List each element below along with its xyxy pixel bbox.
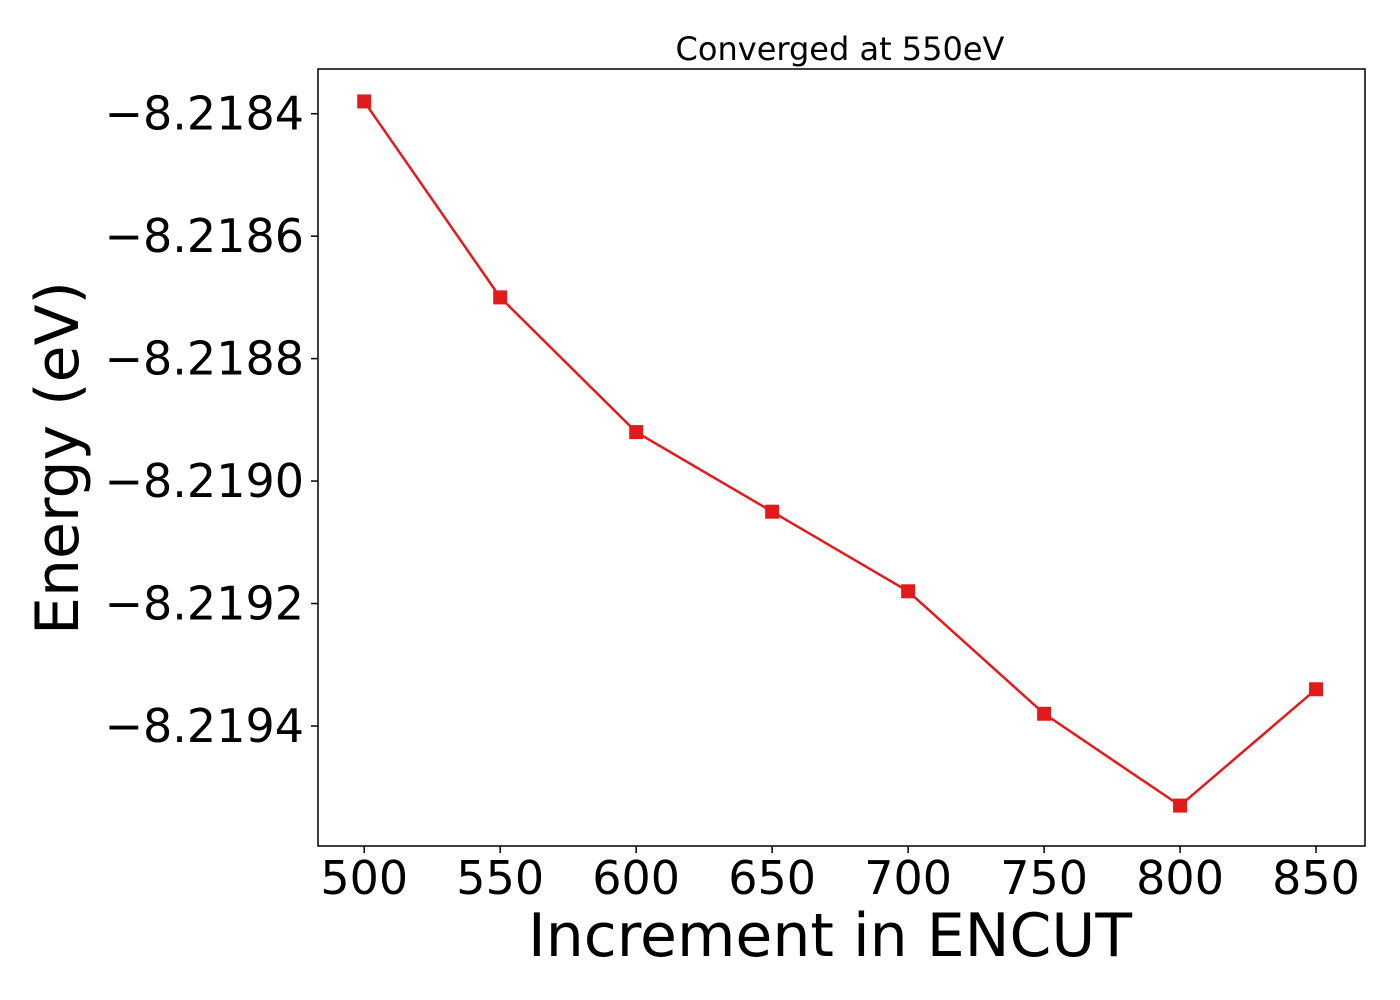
plot-area-frame (317, 68, 1366, 847)
chart-title: Converged at 550eV (676, 30, 1005, 68)
y-tick-label: −8.2192 (105, 577, 305, 631)
y-tick-label: −8.2186 (105, 209, 305, 263)
y-tick-label: −8.2190 (105, 454, 305, 508)
x-tick-label: 800 (1136, 851, 1224, 905)
data-point-marker (493, 290, 508, 305)
data-point-marker (1173, 798, 1188, 813)
data-point-marker (629, 425, 644, 440)
x-tick-label: 500 (320, 851, 408, 905)
x-axis-title: Increment in ENCUT (528, 901, 1132, 971)
data-point-marker (1037, 706, 1052, 721)
series-energy (357, 94, 1324, 813)
data-point-marker (357, 94, 372, 109)
y-tick-label: −8.2188 (105, 332, 305, 386)
data-point-marker (901, 584, 916, 599)
data-point-marker (765, 504, 780, 519)
y-tick-label: −8.2194 (105, 699, 305, 753)
y-tick-label: −8.2184 (105, 87, 305, 141)
data-point-marker (1309, 682, 1324, 697)
x-tick-label: 850 (1272, 851, 1360, 905)
x-tick-label: 650 (728, 851, 816, 905)
series-line (363, 100, 1317, 808)
y-axis: −8.2184 −8.2186 −8.2188 −8.2190 −8.2192 −8.21… (105, 87, 318, 753)
x-tick-label: 750 (1000, 851, 1088, 905)
x-tick-label: 700 (864, 851, 952, 905)
y-axis-title: Energy (eV) (23, 281, 93, 635)
x-tick-label: 600 (592, 851, 680, 905)
x-axis: 500 550 600 650 700 750 800 850 (320, 846, 1360, 905)
x-tick-label: 550 (456, 851, 544, 905)
